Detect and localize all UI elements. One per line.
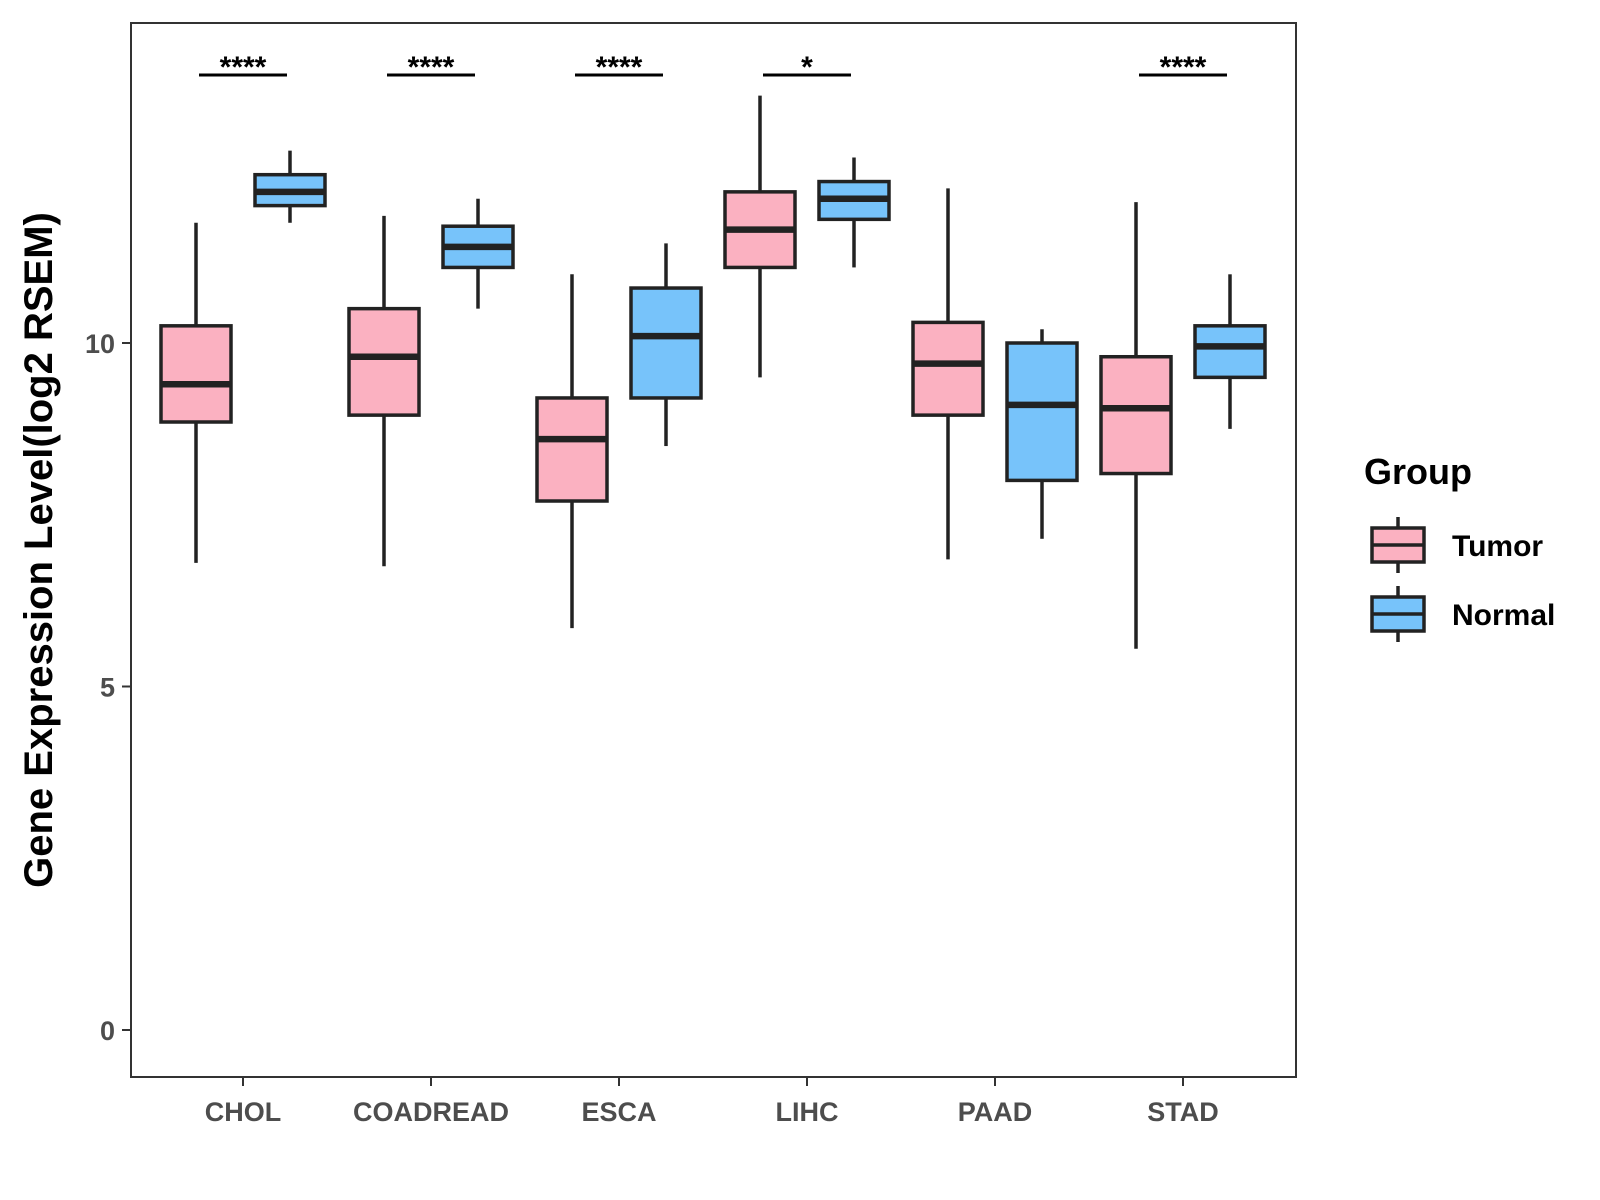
legend-label: Tumor [1452, 530, 1543, 563]
box-tumor-esca [535, 274, 609, 629]
box-normal-paad [1005, 329, 1079, 539]
y-axis: 0 5 10 [85, 329, 131, 1046]
x-tick-label-esca: ESCA [581, 1097, 656, 1127]
box-body [159, 324, 233, 424]
significance-label: * [801, 51, 813, 84]
box-body [1099, 354, 1173, 476]
significance-label: **** [1160, 51, 1207, 84]
y-axis-title: Gene Expression Level(log2 RSEM) [17, 212, 61, 888]
y-tick-label: 0 [100, 1016, 115, 1046]
box-body [911, 320, 985, 417]
box-body [1005, 341, 1079, 483]
significance-label: **** [596, 51, 643, 84]
box-body [347, 306, 421, 417]
legend-label: Normal [1452, 599, 1555, 632]
x-tick-label-coadread: COADREAD [353, 1097, 509, 1127]
legend-item-tumor: Tumor [1370, 517, 1543, 573]
box-tumor-coadread [347, 215, 421, 567]
y-tick-label: 10 [85, 329, 115, 359]
box-body [1193, 324, 1267, 380]
box-normal-esca [629, 243, 703, 447]
box-tumor-chol [159, 222, 233, 563]
box-normal-coadread [441, 198, 515, 309]
box-body [629, 286, 703, 400]
box-tumor-stad [1099, 202, 1173, 649]
box-normal-chol [253, 150, 327, 223]
legend: Group Tumor Normal [1364, 451, 1555, 642]
significance-label: **** [408, 51, 455, 84]
y-tick-label: 5 [100, 673, 115, 703]
x-tick-label-stad: STAD [1147, 1097, 1219, 1127]
significance-annotations: **** **** **** * **** [199, 51, 1227, 84]
box-tumor-paad [911, 188, 985, 560]
box-normal-lihc [817, 157, 891, 268]
box-normal-stad [1193, 274, 1267, 429]
significance-label: **** [220, 51, 267, 84]
legend-item-normal: Normal [1370, 586, 1555, 642]
box-tumor-lihc [723, 95, 797, 378]
x-tick-label-chol: CHOL [205, 1097, 282, 1127]
x-axis: CHOL COADREAD ESCA LIHC PAAD STAD [205, 1077, 1219, 1127]
box-series [159, 95, 1267, 649]
x-tick-label-lihc: LIHC [776, 1097, 839, 1127]
box-body [535, 396, 609, 503]
x-tick-label-paad: PAAD [958, 1097, 1033, 1127]
legend-title: Group [1364, 451, 1472, 492]
